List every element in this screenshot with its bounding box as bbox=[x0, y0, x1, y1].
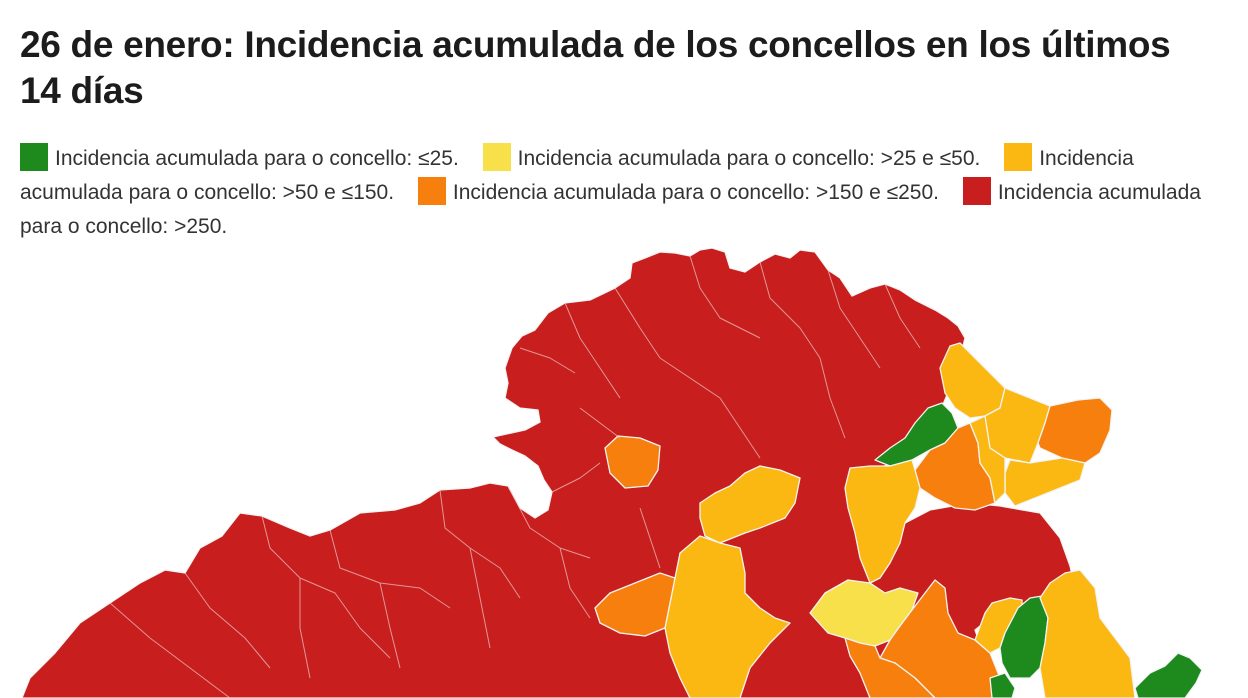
legend-swatch-le25 bbox=[20, 143, 48, 171]
municipalities-map bbox=[21, 248, 1203, 698]
region-yellow-south-2 bbox=[1039, 569, 1136, 698]
region-orange-south-2 bbox=[844, 637, 936, 698]
legend-swatch-25-50 bbox=[482, 143, 511, 171]
region-yellow-east-3 bbox=[1004, 457, 1086, 507]
legend-swatch-50-150 bbox=[1004, 143, 1033, 171]
legend: Incidencia acumulada para o concello: ≤2… bbox=[20, 142, 1220, 244]
region-green-southeast bbox=[1134, 652, 1203, 698]
region-green-south-2 bbox=[989, 672, 1016, 698]
legend-label-25-50: Incidencia acumulada para o concello: >2… bbox=[517, 147, 981, 170]
legend-item-25-50: Incidencia acumulada para o concello: >2… bbox=[482, 143, 981, 171]
region-orange-east-1 bbox=[1037, 397, 1113, 464]
legend-label-150-250: Incidencia acumulada para o concello: >1… bbox=[452, 181, 939, 204]
region-yellow-east-4 bbox=[969, 415, 1006, 504]
page-title: 26 de enero: Incidencia acumulada de los… bbox=[20, 24, 1171, 111]
legend-item-gt250: Incidencia acumulada para o concello: >2… bbox=[20, 177, 1201, 238]
region-orange-center-1 bbox=[594, 572, 676, 637]
legend-item-150-250: Incidencia acumulada para o concello: >1… bbox=[417, 177, 939, 205]
legend-swatch-150-250 bbox=[417, 177, 446, 205]
legend-item-le25: Incidencia acumulada para o concello: ≤2… bbox=[20, 143, 459, 171]
region-orange-1 bbox=[604, 435, 661, 489]
region-yellow-center-1 bbox=[699, 465, 801, 544]
legend-label-le25: Incidencia acumulada para o concello: ≤2… bbox=[55, 147, 459, 170]
legend-label-gt250: Incidencia acumulada para o concello: >2… bbox=[20, 181, 1201, 238]
legend-swatch-gt250 bbox=[962, 177, 991, 205]
region-yellow-center-3 bbox=[844, 459, 921, 584]
legend-label-50-150: Incidencia acumulada para o concello: >5… bbox=[20, 147, 1134, 204]
legend-item-50-150: Incidencia acumulada para o concello: >5… bbox=[20, 143, 1134, 204]
boundary-lines bbox=[109, 255, 921, 698]
region-yellow-east-1 bbox=[939, 342, 1006, 419]
